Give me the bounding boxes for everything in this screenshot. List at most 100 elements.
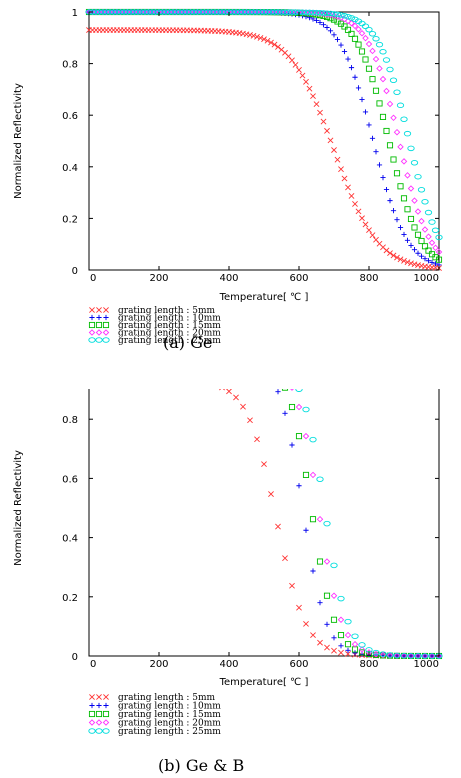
data-point bbox=[352, 650, 358, 656]
data-point bbox=[369, 232, 376, 239]
data-point bbox=[295, 389, 303, 392]
data-point bbox=[337, 632, 345, 639]
data-point bbox=[341, 175, 348, 182]
data-point bbox=[341, 23, 348, 30]
plot-frame bbox=[88, 389, 440, 657]
data-point bbox=[397, 183, 404, 190]
data-point bbox=[338, 42, 344, 48]
x-tick-label: 1000 bbox=[414, 659, 439, 670]
data-point bbox=[417, 187, 426, 193]
legend-marker bbox=[88, 710, 96, 718]
legend-marker bbox=[96, 702, 102, 709]
data-point bbox=[264, 37, 271, 44]
data-point bbox=[270, 9, 279, 15]
data-point bbox=[393, 652, 401, 659]
data-point bbox=[376, 162, 383, 168]
legend-marker bbox=[95, 329, 103, 336]
data-point bbox=[404, 237, 411, 243]
data-point bbox=[421, 199, 429, 205]
legend-marker bbox=[88, 321, 96, 329]
data-marks bbox=[219, 389, 443, 660]
series-4 bbox=[290, 389, 443, 660]
data-point bbox=[359, 215, 365, 222]
plot-area: 0 200 400 600 800 1000 0 0.2 0.4 0.6 0.8 1 bbox=[62, 8, 443, 284]
legend-marker bbox=[95, 719, 103, 726]
data-point bbox=[243, 31, 250, 38]
data-point bbox=[414, 653, 422, 659]
legend-marker bbox=[102, 710, 110, 718]
data-point bbox=[387, 250, 393, 257]
data-point bbox=[359, 96, 365, 103]
data-point bbox=[435, 256, 443, 263]
legend-marker bbox=[95, 321, 103, 329]
data-point bbox=[179, 9, 188, 15]
y-tick-label: 0.8 bbox=[62, 60, 78, 71]
legend-marker bbox=[88, 728, 96, 734]
data-point bbox=[127, 9, 135, 15]
legend-marker bbox=[102, 728, 110, 734]
series-4 bbox=[85, 8, 443, 256]
data-point bbox=[200, 9, 209, 15]
data-point bbox=[141, 9, 149, 15]
legend-item: grating length : 25mm bbox=[88, 336, 221, 346]
data-point bbox=[411, 261, 418, 268]
data-point bbox=[207, 9, 216, 15]
data-point bbox=[95, 9, 104, 15]
data-point bbox=[303, 527, 309, 533]
data-point bbox=[362, 56, 369, 63]
data-point bbox=[275, 389, 281, 395]
data-point bbox=[260, 9, 268, 15]
data-point bbox=[330, 12, 338, 19]
data-point bbox=[401, 257, 407, 264]
data-point bbox=[268, 39, 274, 46]
data-point bbox=[382, 57, 391, 63]
legend-item: grating length : 10mm bbox=[89, 314, 221, 324]
data-point bbox=[345, 651, 351, 657]
data-point bbox=[327, 28, 334, 34]
data-point bbox=[383, 127, 390, 135]
data-point bbox=[375, 41, 384, 48]
legend-marker bbox=[89, 694, 95, 700]
data-point bbox=[323, 592, 331, 599]
data-point bbox=[432, 261, 439, 267]
data-point bbox=[390, 114, 397, 122]
data-point bbox=[386, 100, 394, 108]
legend-label: grating length : 25mm bbox=[118, 727, 221, 737]
data-point bbox=[331, 147, 337, 153]
data-point bbox=[415, 250, 421, 256]
data-point bbox=[396, 102, 405, 109]
data-point bbox=[310, 16, 316, 22]
data-point bbox=[340, 13, 349, 19]
data-point bbox=[432, 244, 439, 252]
data-point bbox=[394, 254, 400, 261]
data-point bbox=[379, 651, 387, 659]
data-point bbox=[379, 651, 387, 657]
data-point bbox=[282, 410, 288, 416]
data-point bbox=[435, 248, 443, 256]
x-axis-label: Temperature[ ℃ ] bbox=[219, 677, 309, 688]
legend-label: grating length : 20mm bbox=[118, 329, 221, 339]
x-axis-ticks: 0 200 400 600 800 1000 bbox=[88, 652, 440, 670]
data-point bbox=[386, 66, 394, 73]
legend-item: grating length : 5mm bbox=[89, 306, 216, 316]
data-point bbox=[337, 12, 345, 18]
legend-marker bbox=[88, 337, 96, 343]
data-point bbox=[239, 9, 247, 15]
legend-label: grating length : 5mm bbox=[118, 693, 216, 703]
data-point bbox=[397, 224, 404, 231]
legend-label: grating length : 20mm bbox=[118, 719, 221, 729]
series-2 bbox=[86, 9, 442, 268]
data-point bbox=[428, 219, 436, 225]
data-point bbox=[303, 78, 309, 85]
data-point bbox=[282, 555, 288, 562]
data-point bbox=[390, 252, 397, 259]
data-point bbox=[415, 262, 421, 269]
data-point bbox=[204, 9, 212, 15]
data-point bbox=[281, 9, 289, 15]
legend-marker bbox=[102, 329, 110, 336]
data-point bbox=[324, 644, 330, 651]
data-point bbox=[344, 13, 352, 20]
data-point bbox=[386, 652, 394, 658]
data-point bbox=[327, 137, 334, 144]
legend-item: grating length : 25mm bbox=[88, 727, 221, 737]
